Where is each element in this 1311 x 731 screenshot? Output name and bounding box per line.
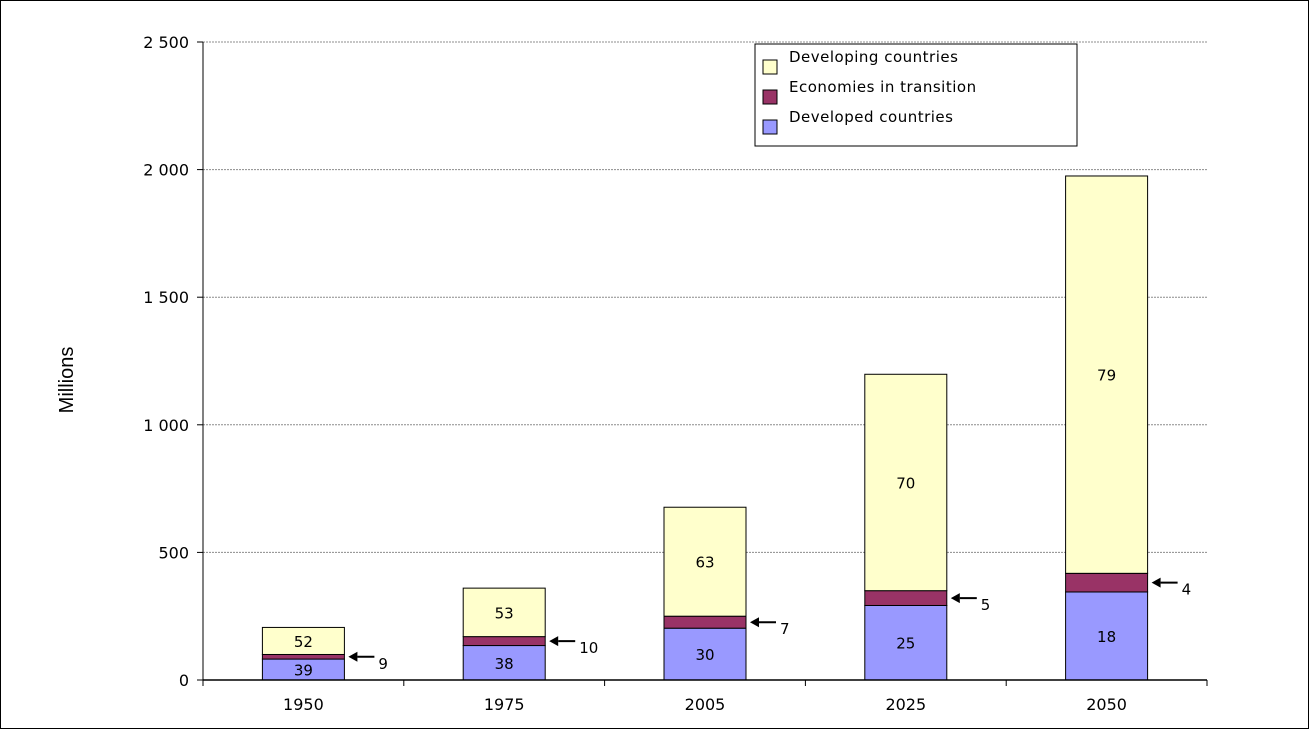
data-label: 53 [495,604,514,622]
data-label: 10 [579,639,598,657]
bar-segment [864,604,948,681]
data-label: 79 [1097,367,1116,385]
data-label: 39 [294,662,313,680]
legend-box [754,43,1078,147]
labels-layer: 1950 39 52 9 1975 38 53 10 2005 30 63 7 2025 25 70 5 205… [283,367,1191,714]
bar-segment [663,615,747,629]
x-tick-label: 1975 [484,695,525,714]
arrow-icon [1151,577,1161,588]
legend: Developing countries Economies in transit… [754,43,1078,147]
y-tick-label: 500 [158,543,189,562]
bar-segment [663,506,747,617]
bar-segment [261,653,345,660]
data-label: 18 [1097,628,1116,646]
arrow-icon [950,593,960,604]
data-label: 25 [896,635,915,653]
legend-swatch [762,119,778,135]
bar-segment [864,373,948,592]
data-label: 70 [896,474,915,492]
arrow-icon [549,636,559,647]
bar-segment [1065,591,1149,681]
y-tick-label: 2 000 [143,161,189,180]
bar-segment [462,636,546,647]
x-tick-label: 2050 [1086,695,1127,714]
x-tick-label: 2005 [685,695,726,714]
arrow-icon [348,651,358,662]
bars-layer [261,175,1149,681]
legend-swatch [762,59,778,75]
bar-segment [1065,175,1149,574]
axis-layer: 0 500 1 000 1 500 2 000 2 500 [143,33,1208,690]
data-label: 7 [780,620,790,638]
y-tick-label: 1 500 [143,288,189,307]
data-label: 52 [294,633,313,651]
data-label: 38 [495,655,514,673]
bar-segment [1065,572,1149,593]
data-label: 63 [695,554,714,572]
legend-label: Developed countries [789,108,953,126]
y-axis-title: Millions [56,347,78,414]
legend-swatch [762,89,778,105]
data-label: 9 [378,655,388,673]
y-tick-label: 0 [179,671,189,690]
legend-label: Economies in transition [789,78,977,96]
bar-segment [462,587,546,638]
y-tick-label: 1 000 [143,416,189,435]
data-label: 5 [981,596,991,614]
legend-label: Developing countries [789,48,958,66]
bar-segment [864,590,948,606]
data-label: 30 [695,646,714,664]
x-tick-label: 1950 [283,695,324,714]
y-tick-label: 2 500 [143,33,189,52]
x-tick-label: 2025 [885,695,926,714]
bar-segment [261,626,345,655]
data-label: 4 [1182,581,1192,599]
arrow-icon [750,617,759,628]
